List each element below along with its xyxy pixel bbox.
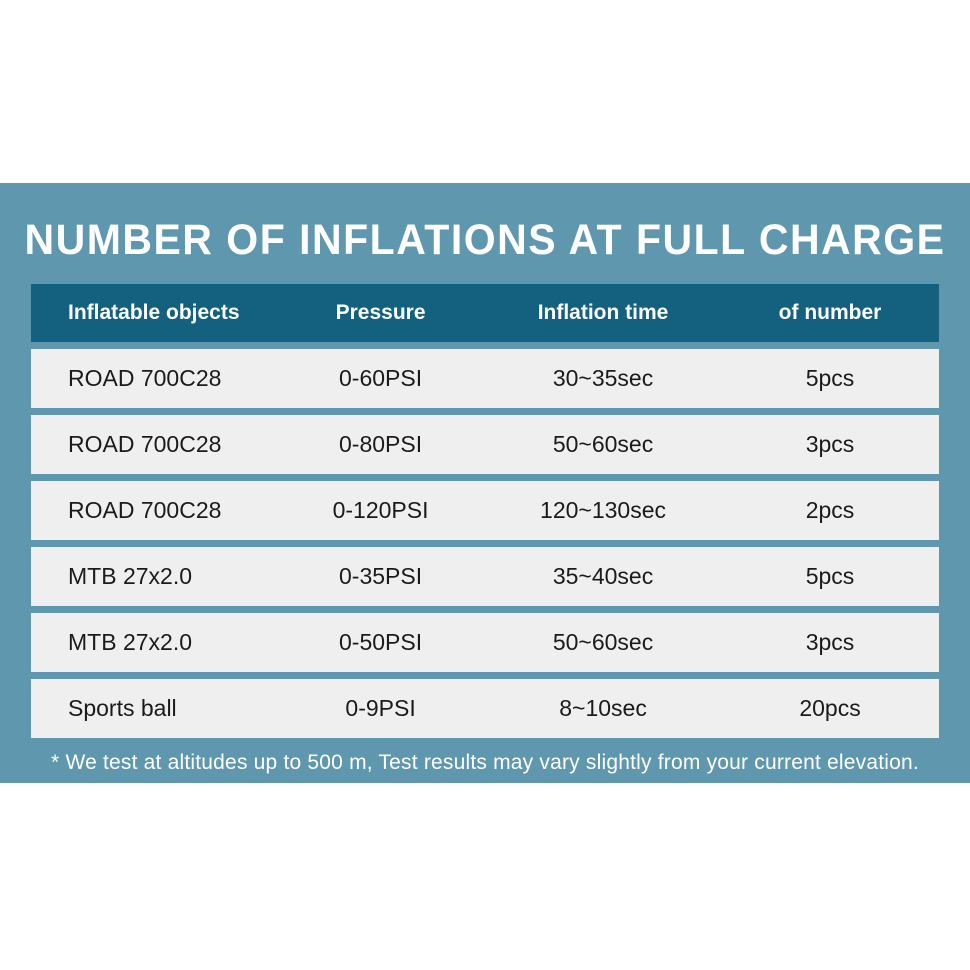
table-cell: ROAD 700C28 [68,497,222,523]
table-cell: Sports ball [68,695,177,721]
table-cell: 2pcs [805,497,855,523]
table-cell: 120~130sec [540,497,667,523]
table-cell: 5pcs [805,563,855,589]
table-cell: 30~35sec [552,365,654,391]
column-header-of-number: of number [778,301,882,324]
table-body: ROAD 700C28 0-60PSI 30~35sec 5pcs ROAD 700C2… [31,349,939,738]
table-cell: 0-120PSI [332,497,429,523]
table-cell: 5pcs [805,365,855,391]
table-cell: 3pcs [805,629,855,655]
table-cell: 50~60sec [552,629,654,655]
table-cell: 20pcs [799,695,861,721]
table-cell: 50~60sec [552,431,654,457]
table-cell: MTB 27x2.0 [68,563,192,589]
table-cell: 0-50PSI [339,629,423,655]
table-row: MTB 27x2.0 0-35PSI 35~40sec 5pcs [31,547,939,606]
column-header-pressure: Pressure [335,301,426,324]
table-cell: MTB 27x2.0 [68,629,192,655]
table-cell: 0-35PSI [339,563,423,589]
table-cell: 0-80PSI [339,431,423,457]
table-row: MTB 27x2.0 0-50PSI 50~60sec 3pcs [31,613,939,672]
table-row: ROAD 700C28 0-120PSI 120~130sec 2pcs [31,481,939,540]
table-cell: 0-9PSI [345,695,416,721]
table-cell: 3pcs [805,431,855,457]
table-row: Sports ball 0-9PSI 8~10sec 20pcs [31,679,939,738]
table-cell: 8~10sec [559,695,647,721]
table-row: ROAD 700C28 0-80PSI 50~60sec 3pcs [31,415,939,474]
table-row: ROAD 700C28 0-60PSI 30~35sec 5pcs [31,349,939,408]
table-cell: 35~40sec [552,563,654,589]
inflation-info-panel: NUMBER OF INFLATIONS AT FULL CHARGE Infl… [0,183,970,783]
column-header-inflatable-objects: Inflatable objects [68,301,240,324]
table-cell: ROAD 700C28 [68,431,222,457]
table-cell: ROAD 700C28 [68,365,222,391]
page-title: NUMBER OF INFLATIONS AT FULL CHARGE [24,215,946,264]
footnote: * We test at altitudes up to 500 m, Test… [51,751,919,774]
inflation-table: Inflatable objects Pressure Inflation ti… [31,284,939,738]
column-header-inflation-time: Inflation time [537,301,669,324]
table-cell: 0-60PSI [339,365,423,391]
table-header-row: Inflatable objects Pressure Inflation ti… [31,284,939,342]
